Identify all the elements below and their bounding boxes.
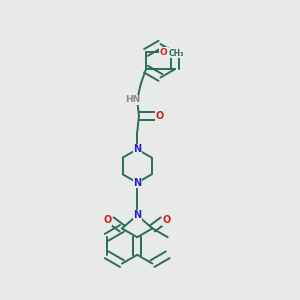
Text: O: O <box>156 111 164 121</box>
Text: CH₃: CH₃ <box>168 49 184 58</box>
Text: N: N <box>133 178 141 188</box>
Text: N: N <box>133 210 141 220</box>
Text: O: O <box>103 215 112 226</box>
Text: N: N <box>133 144 141 154</box>
Text: O: O <box>160 48 167 57</box>
Text: HN: HN <box>125 95 141 104</box>
Text: O: O <box>163 215 171 226</box>
